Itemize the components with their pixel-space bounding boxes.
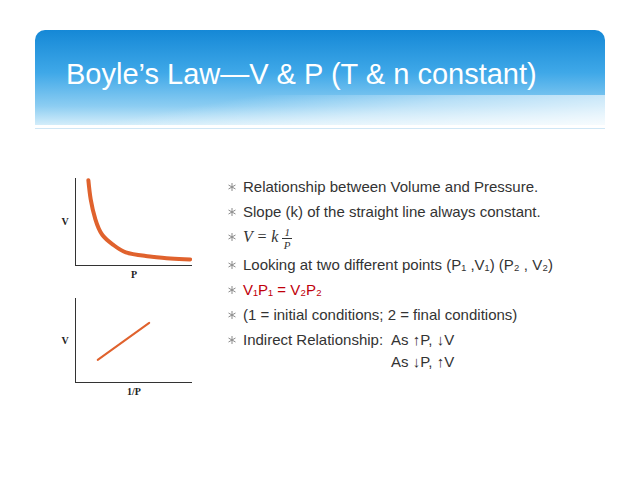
html-text:Indirect Relationship:: Indirect Relationship: [243, 331, 384, 348]
html-text:Looking at two different point: Looking at two different points (P₁ ,V₁)… [243, 256, 553, 273]
html-text:Relationship between Volume an: Relationship between Volume and Pressure… [243, 178, 539, 195]
html-text:(1 = initial conditions; 2 = f: (1 = initial conditions; 2 = final condi… [243, 306, 518, 323]
html-text:As ↑P, ↓V: As ↑P, ↓V [391, 331, 455, 348]
svg-text:V: V [62, 335, 70, 346]
html-text:V₁P₁ = V₂P₂: V₁P₁ = V₂P₂ [243, 281, 322, 298]
html-text:Slope (k) of the straight line: Slope (k) of the straight line always co… [243, 203, 541, 220]
svg-text:P: P [131, 269, 137, 280]
html-text:V = k 1: V = k 1 [243, 226, 290, 246]
html-text:Boyle’s Law—V & P (T & n const: Boyle’s Law—V & P (T & n constant) [66, 58, 537, 90]
html-text:P: P [283, 239, 291, 251]
svg-text:V: V [62, 216, 70, 227]
svg-text:1/P: 1/P [127, 386, 141, 397]
html-text:As ↓P, ↑V: As ↓P, ↑V [391, 353, 455, 370]
